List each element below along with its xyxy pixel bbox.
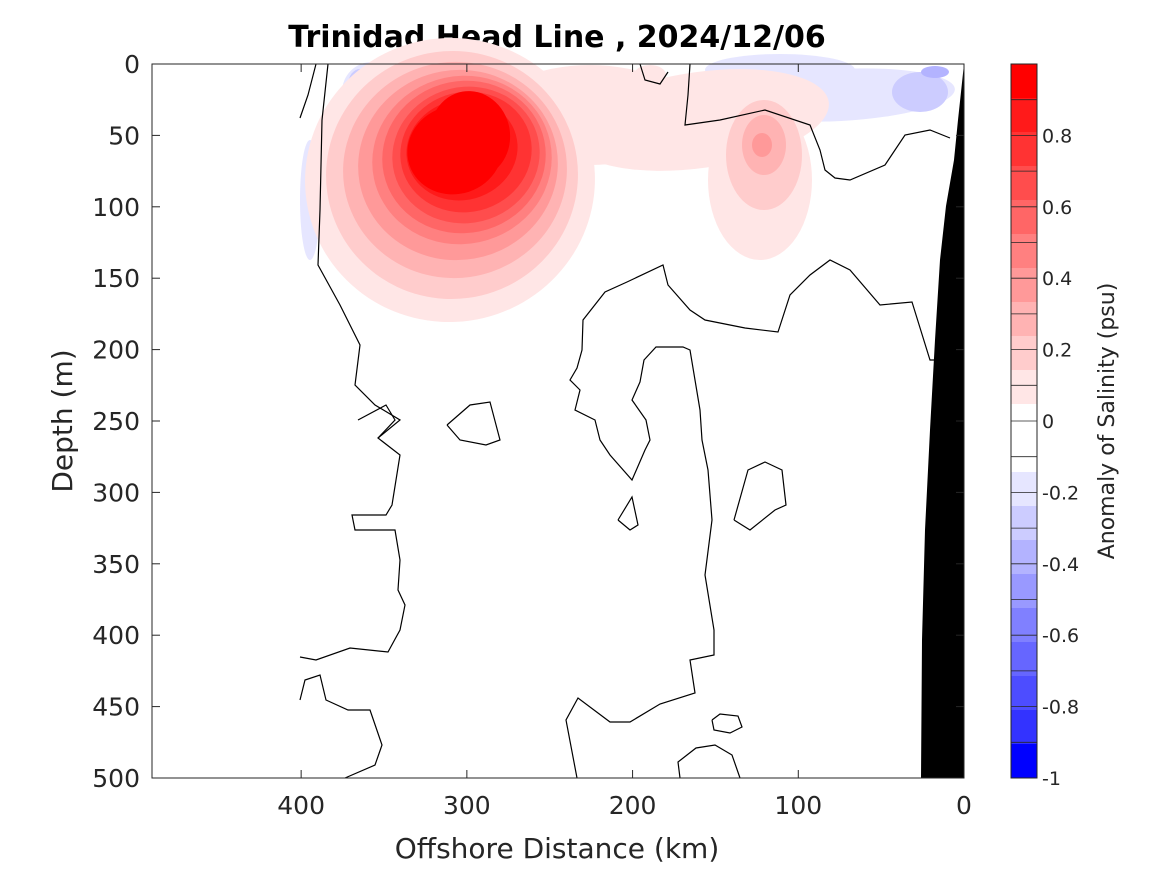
salinity-contour-band [921,66,949,78]
bathymetry-fill [921,64,964,778]
plot-area [152,37,964,779]
salinity-contour-band [752,133,772,157]
colorbar-frame [1010,63,1038,779]
colorbar-swatch [1011,98,1037,133]
y-tick-label: 400 [92,621,140,650]
colorbar-swatch [1011,64,1037,99]
y-tick-label: 300 [92,478,140,507]
colorbar-tick-label: -1 [1042,768,1061,790]
colorbar-swatch [1011,200,1037,235]
zero-contour-line [684,63,951,181]
x-tick-label: 400 [277,791,325,820]
colorbar-tick-label: -0.4 [1042,554,1079,576]
salinity-contour-band [429,91,511,179]
colorbar-tick-label: 0.2 [1042,340,1072,362]
y-tick-label: 500 [92,764,140,793]
y-tick-label: 50 [108,121,140,150]
y-tick-label: 200 [92,336,140,365]
zero-contour-line [299,63,317,119]
colorbar-tick-label: 0.4 [1042,268,1072,290]
colorbar-tick-label: 0 [1042,411,1054,433]
zero-contour-line [733,461,787,531]
colorbar-tick-label: 0.8 [1042,125,1072,147]
zero-contour-line [677,744,741,779]
y-tick-label: 450 [92,693,140,722]
colorbar-swatch [1011,574,1037,609]
x-axis-title: Offshore Distance (km) [395,832,720,865]
colorbar-tick-label: 0.6 [1042,197,1072,219]
zero-contour-line [357,404,396,439]
colorbar-swatch [1011,302,1037,337]
y-tick-label: 150 [92,264,140,293]
colorbar-swatch [1011,438,1037,473]
y-axis-title: Depth (m) [46,349,79,492]
colorbar-swatch [1011,608,1037,643]
chart-title: Trinidad Head Line , 2024/12/06 [288,20,825,55]
y-tick-label: 350 [92,550,140,579]
colorbar-swatch [1011,370,1037,405]
colorbar-swatch [1011,132,1037,167]
zero-contour-line [639,63,669,85]
colorbar-tick-label: -0.2 [1042,482,1079,504]
y-tick-label: 100 [92,193,140,222]
colorbar-title: Anomaly of Salinity (psu) [1095,283,1120,560]
zero-contour-line [617,495,639,531]
zero-contour-line [446,401,501,446]
zero-contour-line [565,259,964,779]
y-tick-label: 250 [92,407,140,436]
zero-contour-line [711,713,743,734]
axes: 400 300 200 100 0 0 50 100 150 200 250 300 350 400 450… [92,50,972,820]
zero-contour-line [299,63,406,661]
zero-contour-line [299,674,383,779]
colorbar-tick-label: -0.6 [1042,625,1079,647]
colorbar-tick-label: -0.8 [1042,697,1079,719]
colorbar-swatch [1011,744,1037,779]
colorbar-swatch [1011,540,1037,575]
colorbar-swatch [1011,676,1037,711]
x-tick-label: 0 [956,791,972,820]
colorbar-swatch [1011,268,1037,303]
x-tick-label: 300 [443,791,491,820]
colorbar-swatch [1011,166,1037,201]
x-tick-label: 200 [609,791,657,820]
colorbar: 0.8 0.6 0.4 0.2 0 -0.2 -0.4 -0.6 -0.8 -1 [1010,63,1079,790]
colorbar-swatch [1011,710,1037,745]
colorbar-swatch [1011,642,1037,677]
colorbar-swatch [1011,336,1037,371]
salinity-contour-band [892,72,948,112]
y-tick-label: 0 [124,50,140,79]
x-tick-label: 100 [774,791,822,820]
colorbar-swatch [1011,234,1037,269]
colorbar-swatch [1011,472,1037,507]
colorbar-swatch [1011,506,1037,541]
